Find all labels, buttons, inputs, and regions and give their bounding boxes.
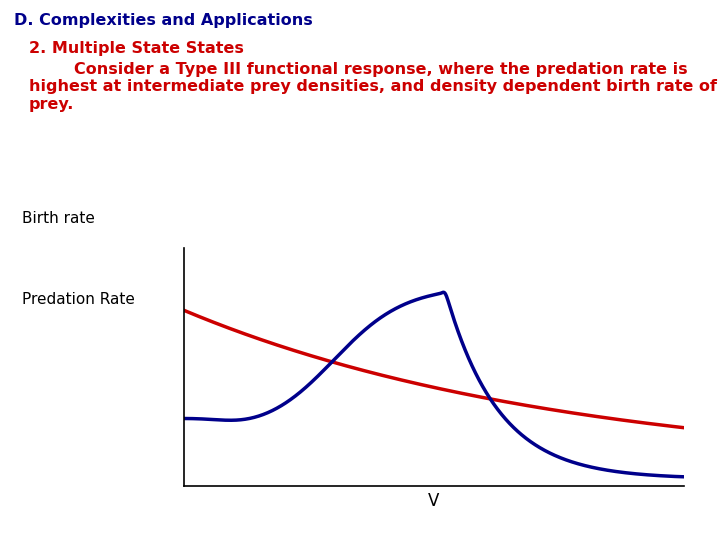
Text: D. Complexities and Applications: D. Complexities and Applications [14, 14, 313, 29]
Text: Consider a Type III functional response, where the predation rate is
highest at : Consider a Type III functional response,… [29, 62, 717, 112]
Text: Birth rate: Birth rate [22, 211, 94, 226]
Text: Predation Rate: Predation Rate [22, 292, 135, 307]
Text: 2. Multiple State States: 2. Multiple State States [29, 40, 243, 56]
X-axis label: V: V [428, 491, 439, 510]
